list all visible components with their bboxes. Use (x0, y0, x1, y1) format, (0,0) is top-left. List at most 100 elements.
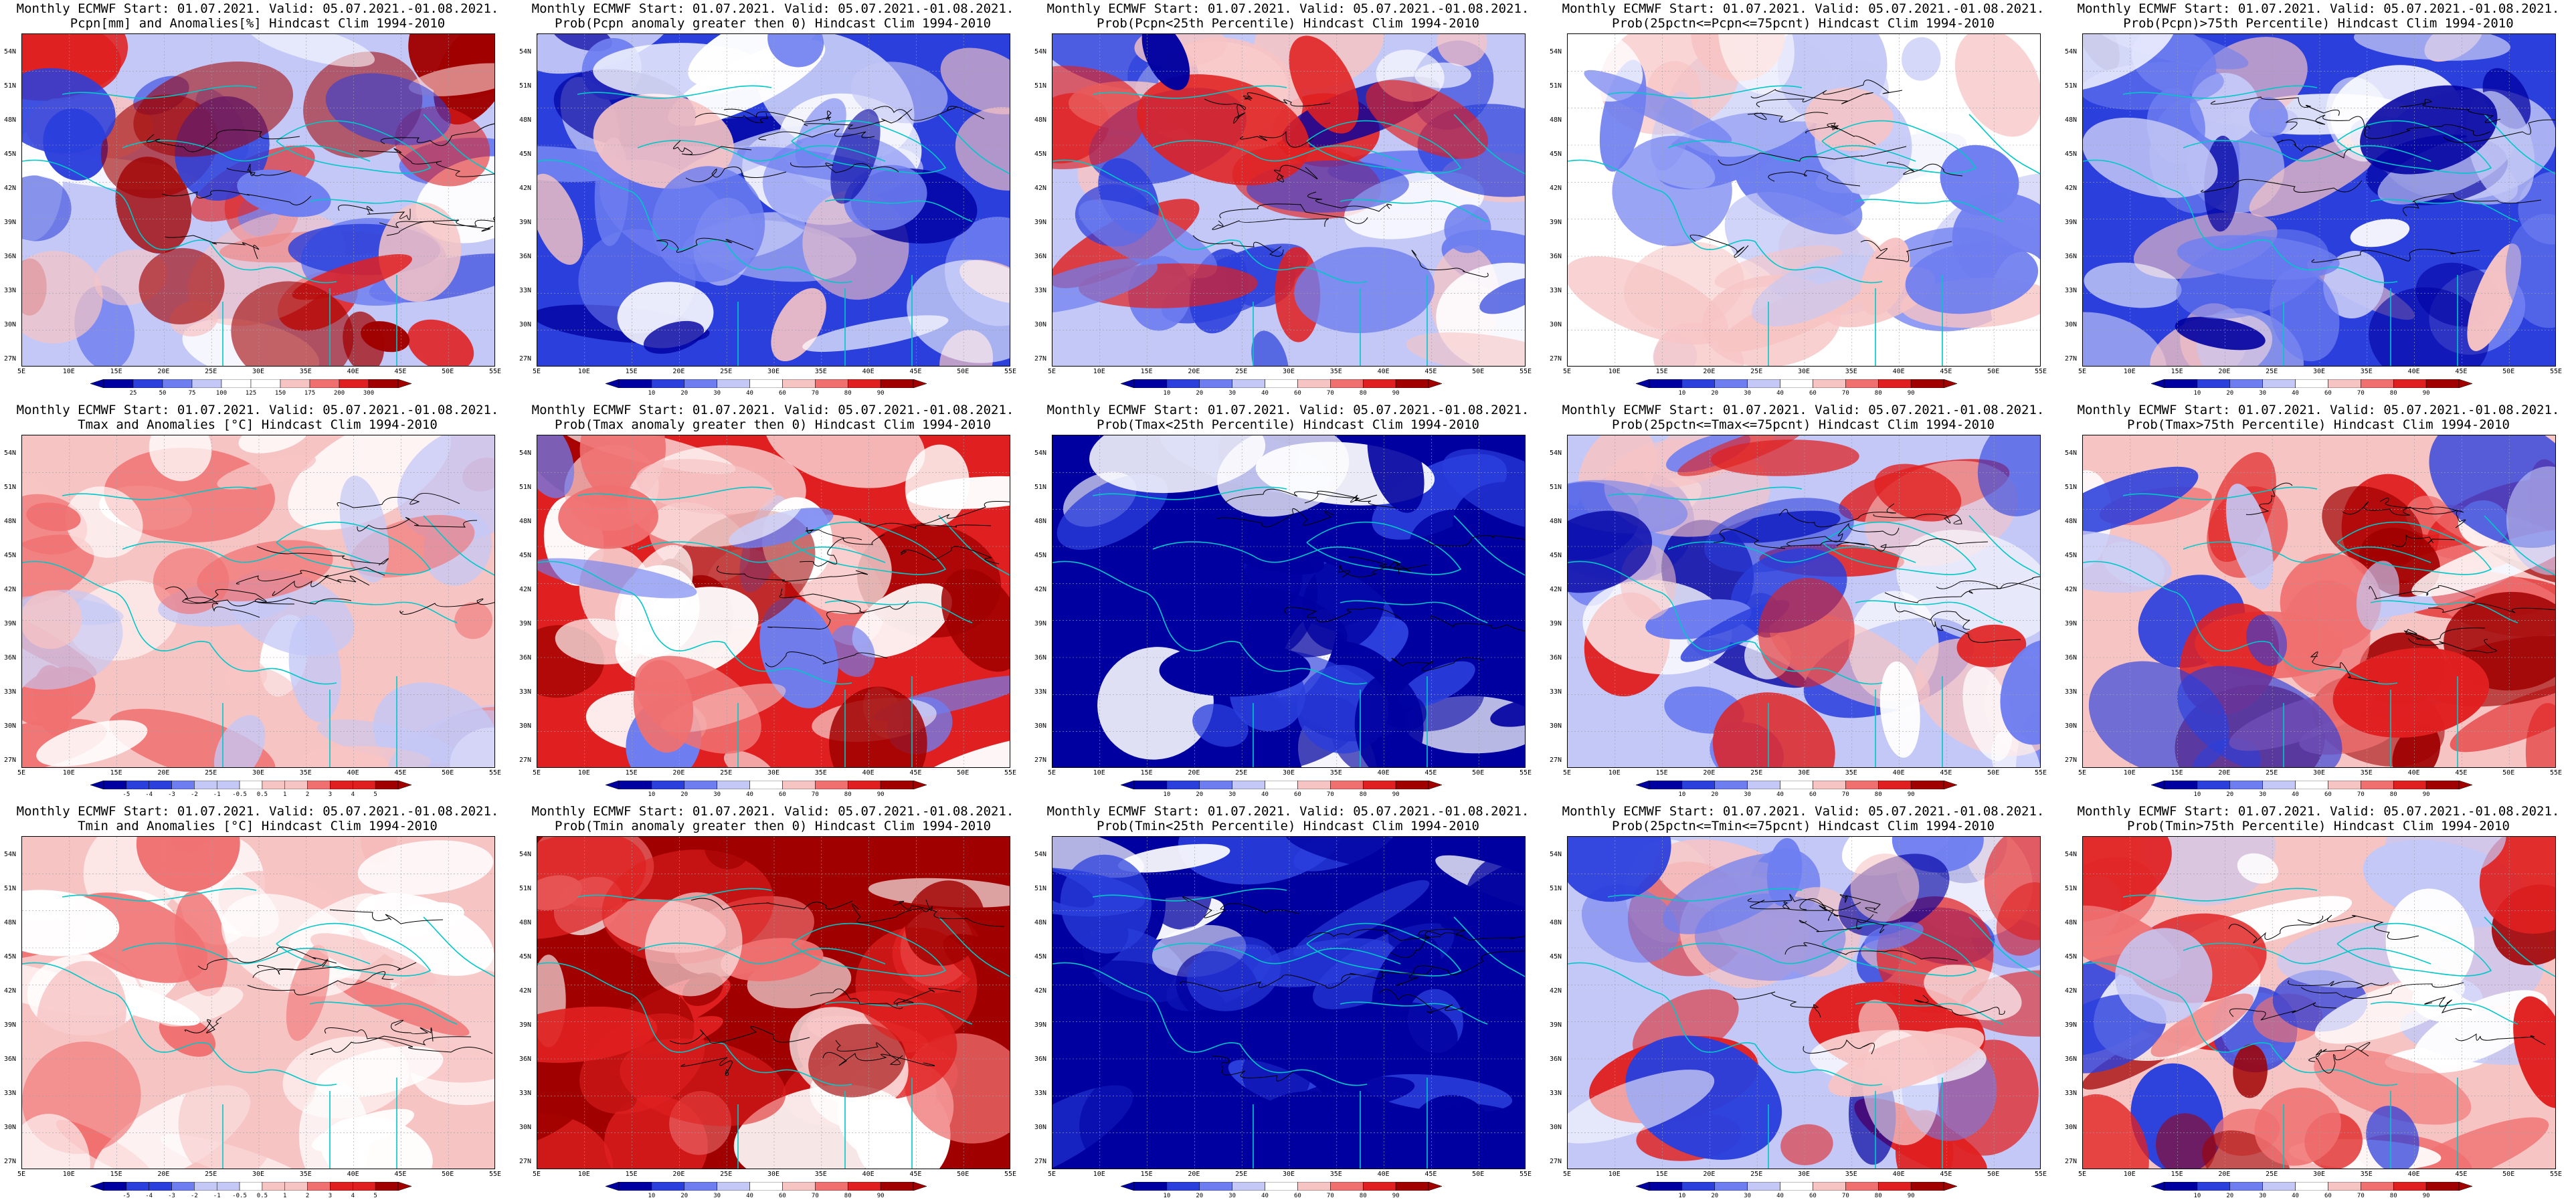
longitude-label: 10E (62, 1171, 75, 1178)
colorbar-tick-label: 30 (2259, 791, 2267, 798)
colorbar-tick-label: 10 (648, 390, 656, 397)
field-patch (1780, 1124, 1833, 1165)
field-patch (1137, 74, 1310, 186)
contour-line (1799, 914, 1874, 932)
field-patch (557, 937, 627, 985)
coastline (2122, 888, 2318, 902)
field-patch (1408, 508, 1525, 601)
colorbar-segment (2393, 1182, 2427, 1191)
colorbar-tick-label: 10 (648, 1193, 656, 1199)
colorbar (90, 781, 411, 789)
colorbar-segment (2229, 1182, 2263, 1191)
latitude-label: 48N (4, 518, 17, 525)
colorbar-tick-label: 80 (1874, 1193, 1882, 1199)
colorbar-segment (1133, 1182, 1168, 1191)
coastline (1092, 85, 1287, 99)
colorbar-tick-label: 30 (1228, 390, 1236, 397)
contour-line (806, 526, 885, 545)
map-panel-p8: Monthly ECMWF Start: 01.07.2021. Valid: … (1030, 401, 1546, 803)
colorbar-segment (2197, 379, 2231, 388)
panel-title-line1: Monthly ECMWF Start: 01.07.2021. Valid: … (1562, 804, 2045, 819)
latitude-label: 30N (1034, 321, 1047, 328)
coastline (1768, 676, 1943, 767)
panel-title-line1: Monthly ECMWF Start: 01.07.2021. Valid: … (1046, 1, 1530, 16)
longitude-label: 20E (1188, 769, 1200, 777)
field-patch (288, 435, 451, 530)
colorbar-tick-label: -0.5 (232, 1193, 247, 1199)
latitude-label: 39N (1550, 1021, 1562, 1029)
latitude-label: 51N (2065, 484, 2078, 491)
contour-line (799, 537, 862, 567)
colorbar-tick-label: 90 (2422, 390, 2430, 397)
longitude-label: 20E (672, 769, 685, 777)
coastline (122, 541, 371, 563)
latitude-label: 42N (1550, 987, 1562, 995)
longitude-label: 5E (1047, 769, 1056, 777)
longitude-label: 20E (1703, 769, 1716, 777)
map-panel-p3: Monthly ECMWF Start: 01.07.2021. Valid: … (1030, 0, 1546, 401)
colorbar-tick-label: 20 (1196, 1193, 1204, 1199)
colorbar-segment (1330, 781, 1364, 789)
colorbar-segment (149, 1182, 172, 1191)
colorbar-tick-label: 40 (746, 390, 753, 397)
latitude-label: 45N (519, 552, 532, 559)
longitude-label: 25E (720, 769, 733, 777)
longitude-label: 5E (1562, 1171, 1572, 1178)
coastline (1855, 600, 2003, 623)
colorbar-segment (1910, 781, 1944, 789)
forecast-map (1567, 435, 2041, 768)
field-patch (723, 750, 774, 767)
colorbar-segment (1265, 1182, 1298, 1191)
colorbar-tick-label: 125 (245, 390, 257, 397)
panel-title-line1: Monthly ECMWF Start: 01.07.2021. Valid: … (2077, 403, 2560, 417)
field-patch (558, 485, 658, 549)
contour-line (236, 570, 370, 586)
contour-line (2424, 997, 2472, 1013)
longitude-label: 20E (672, 368, 685, 375)
colorbar-segment (717, 379, 750, 388)
field-patch (26, 502, 81, 532)
colorbar-segment (1747, 1182, 1780, 1191)
contour-line (1338, 561, 1400, 578)
colorbar-segment (2361, 781, 2394, 789)
coastline (1340, 600, 1488, 623)
contour-line (900, 546, 1000, 565)
longitude-label: 15E (1140, 1171, 1153, 1178)
latitude-label: 51N (2065, 885, 2078, 892)
contour-line (669, 1025, 810, 1045)
longitude-label: 15E (2171, 1171, 2183, 1178)
map-field (1568, 34, 2040, 366)
colorbar-tick-label: 10 (1678, 1193, 1686, 1199)
forecast-map (21, 33, 495, 367)
latitude-label: 27N (519, 355, 532, 363)
field-patch (1749, 154, 1863, 235)
colorbar-segment (1780, 781, 1813, 789)
colorbar-segment (1297, 379, 1331, 388)
colorbar-segment (353, 781, 376, 789)
latitude-label: 30N (1034, 722, 1047, 730)
field-patch (537, 435, 575, 498)
latitude-label: 39N (4, 620, 17, 627)
field-patch (808, 1023, 906, 1098)
longitude-label: 15E (1655, 1171, 1668, 1178)
longitude-label: 45E (2455, 1171, 2468, 1178)
field-patch (2246, 614, 2288, 666)
longitude-label: 30E (767, 1171, 780, 1178)
field-patch (829, 686, 927, 767)
contour-line (1379, 989, 1464, 1014)
latitude-label: 39N (4, 1021, 17, 1029)
field-patch (1653, 322, 1744, 366)
coastline (1607, 486, 1803, 500)
longitude-label: 5E (1562, 769, 1572, 777)
colorbar-tick-label: 1 (283, 1193, 287, 1199)
panel-title-line2: Prob(Pcpn)>75th Percentile) Hindcast Cli… (2123, 16, 2514, 31)
colorbar-segment (1166, 379, 1200, 388)
colorbar-tick-label: 175 (304, 390, 316, 397)
panel-title-line1: Monthly ECMWF Start: 01.07.2021. Valid: … (531, 1, 1014, 16)
panel-title-line2: Prob(25pctn<=Tmin<=75pcnt) Hindcast Clim… (1612, 819, 1995, 833)
latitude-label: 54N (4, 48, 17, 56)
contour-line (893, 988, 961, 1007)
longitude-label: 35E (1329, 769, 1342, 777)
longitude-label: 20E (1188, 1171, 1200, 1178)
longitude-label: 15E (625, 368, 638, 375)
